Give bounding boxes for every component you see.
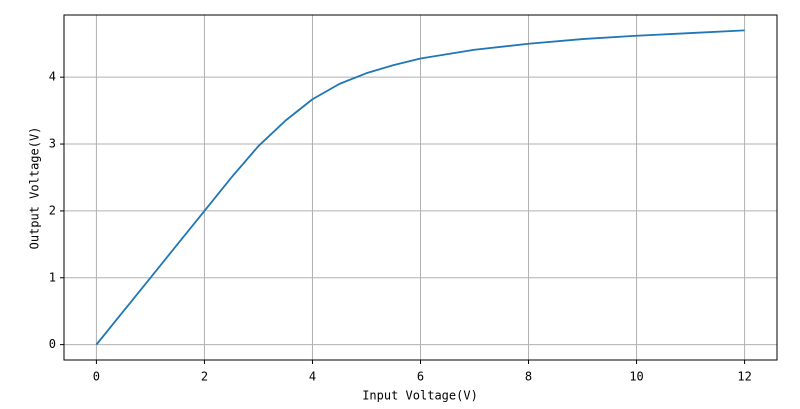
y-tick-label: 1 <box>49 270 56 284</box>
y-axis-label: Output Voltage(V) <box>28 127 42 250</box>
data-line <box>95 29 745 346</box>
x-tick-label: 6 <box>417 370 424 384</box>
plot-frame <box>63 14 778 361</box>
y-tick-label: 3 <box>49 137 56 151</box>
x-tick-label: 10 <box>629 370 643 384</box>
x-tick-label: 12 <box>737 370 751 384</box>
x-axis-label: Input Voltage(V) <box>362 389 478 403</box>
x-tick-label: 2 <box>201 370 208 384</box>
y-tick-label: 2 <box>49 203 56 217</box>
y-tick-label: 4 <box>49 70 56 84</box>
x-tick-label: 4 <box>309 370 316 384</box>
x-tick-label: 8 <box>525 370 532 384</box>
y-tick-label: 0 <box>49 337 56 351</box>
x-tick-label: 0 <box>93 370 100 384</box>
